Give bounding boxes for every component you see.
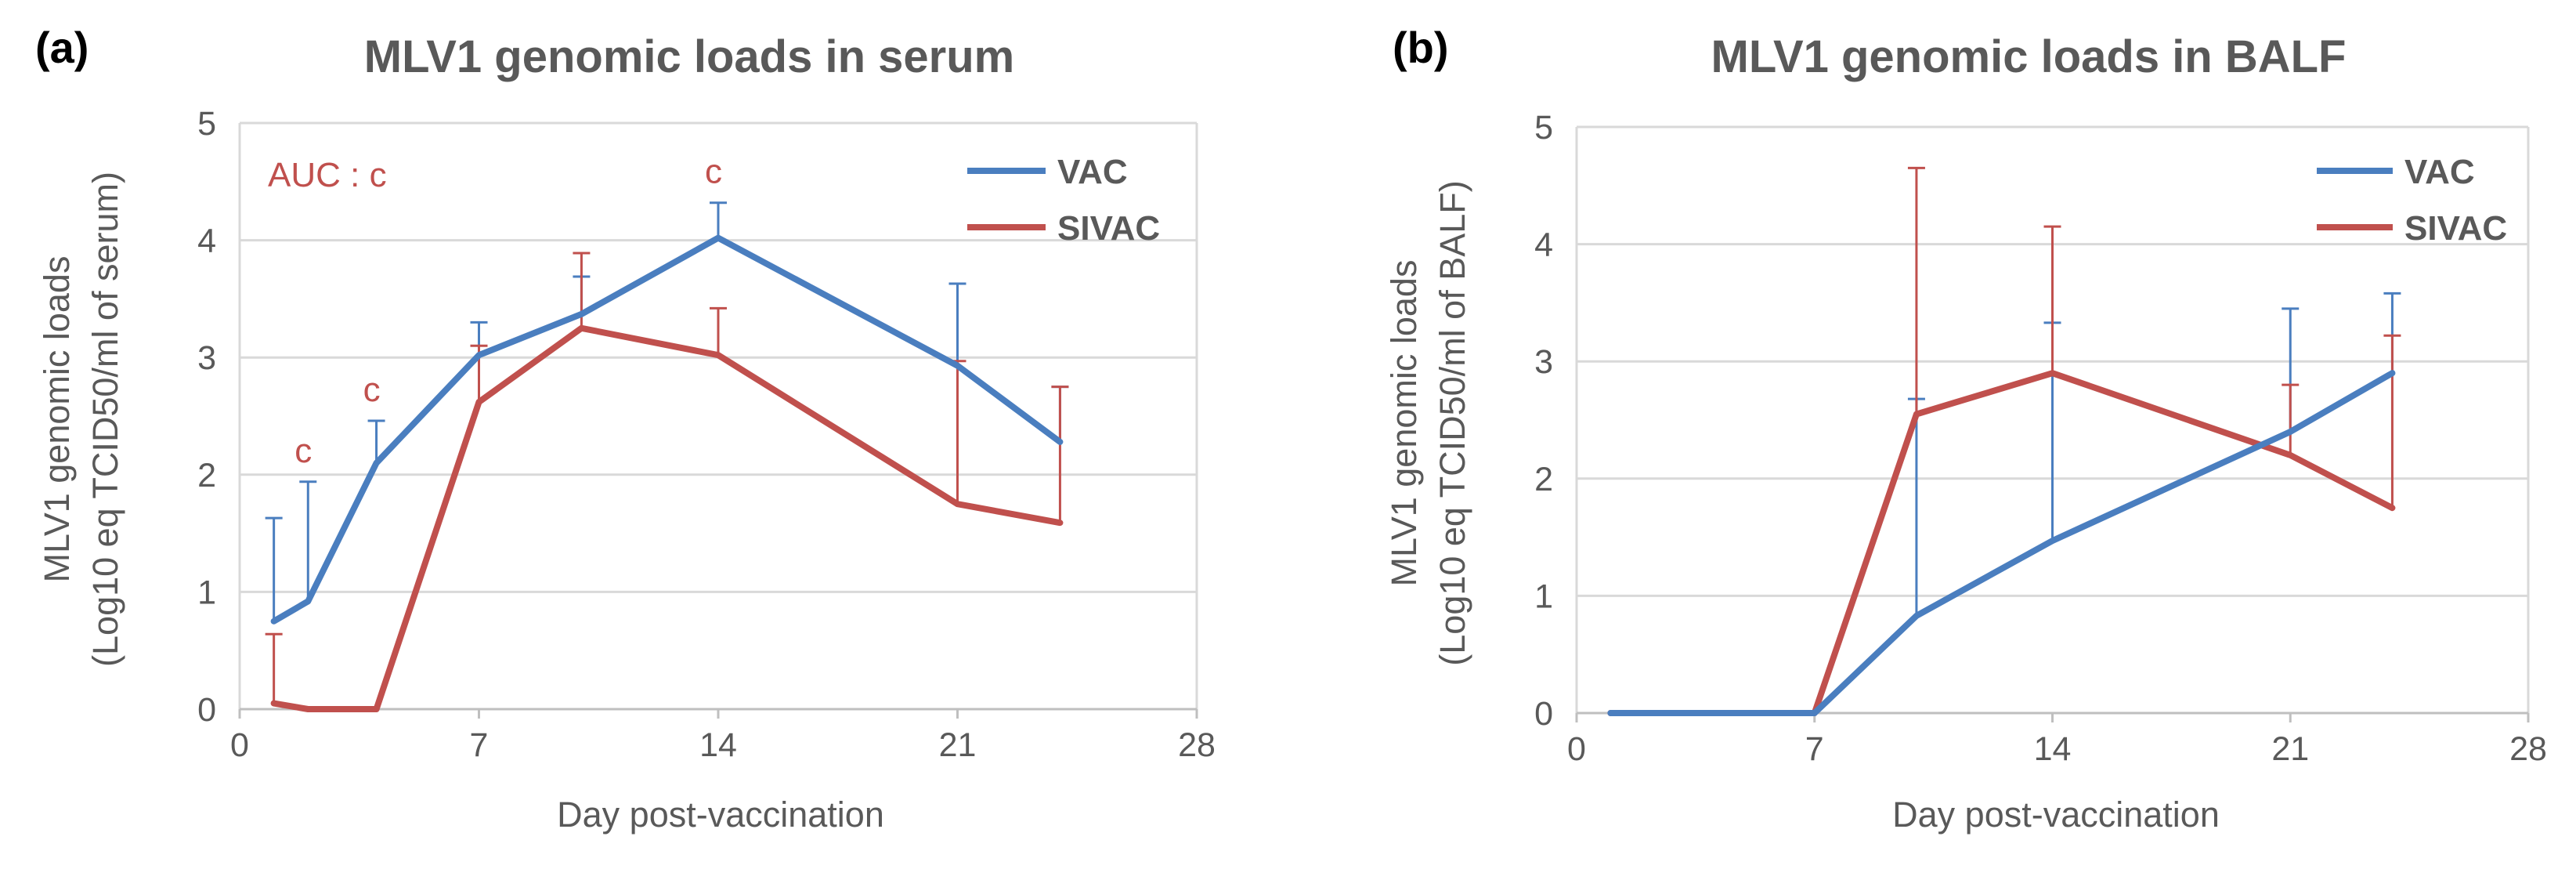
x-tick-label: 28 [1178,726,1216,764]
x-tick-label: 14 [2034,730,2072,768]
series-line-sivac [270,324,1064,712]
legend: VAC SIVAC [967,153,1160,248]
y-tick-label: 2 [197,457,216,494]
panel-label: (a) [35,23,89,72]
chart-title: MLV1 genomic loads in BALF [1711,31,2347,82]
chart-title: MLV1 genomic loads in serum [364,31,1014,82]
legend-label-vac: VAC [1057,153,1128,191]
y-axis-label-line2: (Log10 eq TCID50/ml of serum) [85,172,125,667]
y-axis-label-line1: MLV1 genomic loads [1384,260,1424,587]
legend-label-vac: VAC [2404,153,2475,191]
y-tick-label: 5 [197,105,216,143]
series-line-vac [1607,370,2396,716]
x-tick-label: 0 [230,726,249,764]
x-tick-label: 14 [699,726,737,764]
legend-label-sivac: SIVAC [2404,209,2507,248]
significance-label: c [705,153,722,191]
auc-annotation: AUC : c [268,156,387,194]
y-tick-label: 1 [1534,578,1553,615]
y-axis-label-line2: (Log10 eq TCID50/ml of BALF) [1433,180,1472,665]
y-tick-label: 2 [1534,461,1553,498]
panel-label: (b) [1393,23,1449,72]
x-axis-label: Day post-vaccination [1892,795,2220,835]
x-tick-label: 7 [1805,730,1824,768]
y-tick-label: 0 [1534,695,1553,733]
y-tick-label: 1 [197,574,216,611]
panel-balf: (b) MLV1 genomic loads in BALF 0 1 2 3 4 5 0 7 1… [1384,23,2547,835]
x-tick-label: 21 [2271,730,2309,768]
x-tick-label: 28 [2509,730,2547,768]
x-tick-label: 0 [1567,730,1586,768]
significance-label: c [363,371,381,409]
x-axis-label: Day post-vaccination [557,795,884,835]
y-tick-label: 3 [197,339,216,377]
y-tick-label: 4 [1534,226,1553,264]
series-line-vac [270,234,1064,625]
legend-label-sivac: SIVAC [1057,209,1160,248]
significance-label: c [294,432,312,470]
legend: VAC SIVAC [2317,153,2507,248]
y-tick-label: 0 [197,691,216,729]
x-tick-label: 7 [470,726,489,764]
y-tick-label: 4 [197,223,216,260]
series-line-sivac [1607,370,2396,716]
y-axis-label-line1: MLV1 genomic loads [37,256,77,583]
panel-serum: (a) MLV1 genomic loads in serum 0 1 2 3 4 5 0 7… [35,23,1216,835]
y-tick-label: 5 [1534,109,1553,147]
x-tick-label: 21 [939,726,977,764]
y-tick-label: 3 [1534,343,1553,381]
